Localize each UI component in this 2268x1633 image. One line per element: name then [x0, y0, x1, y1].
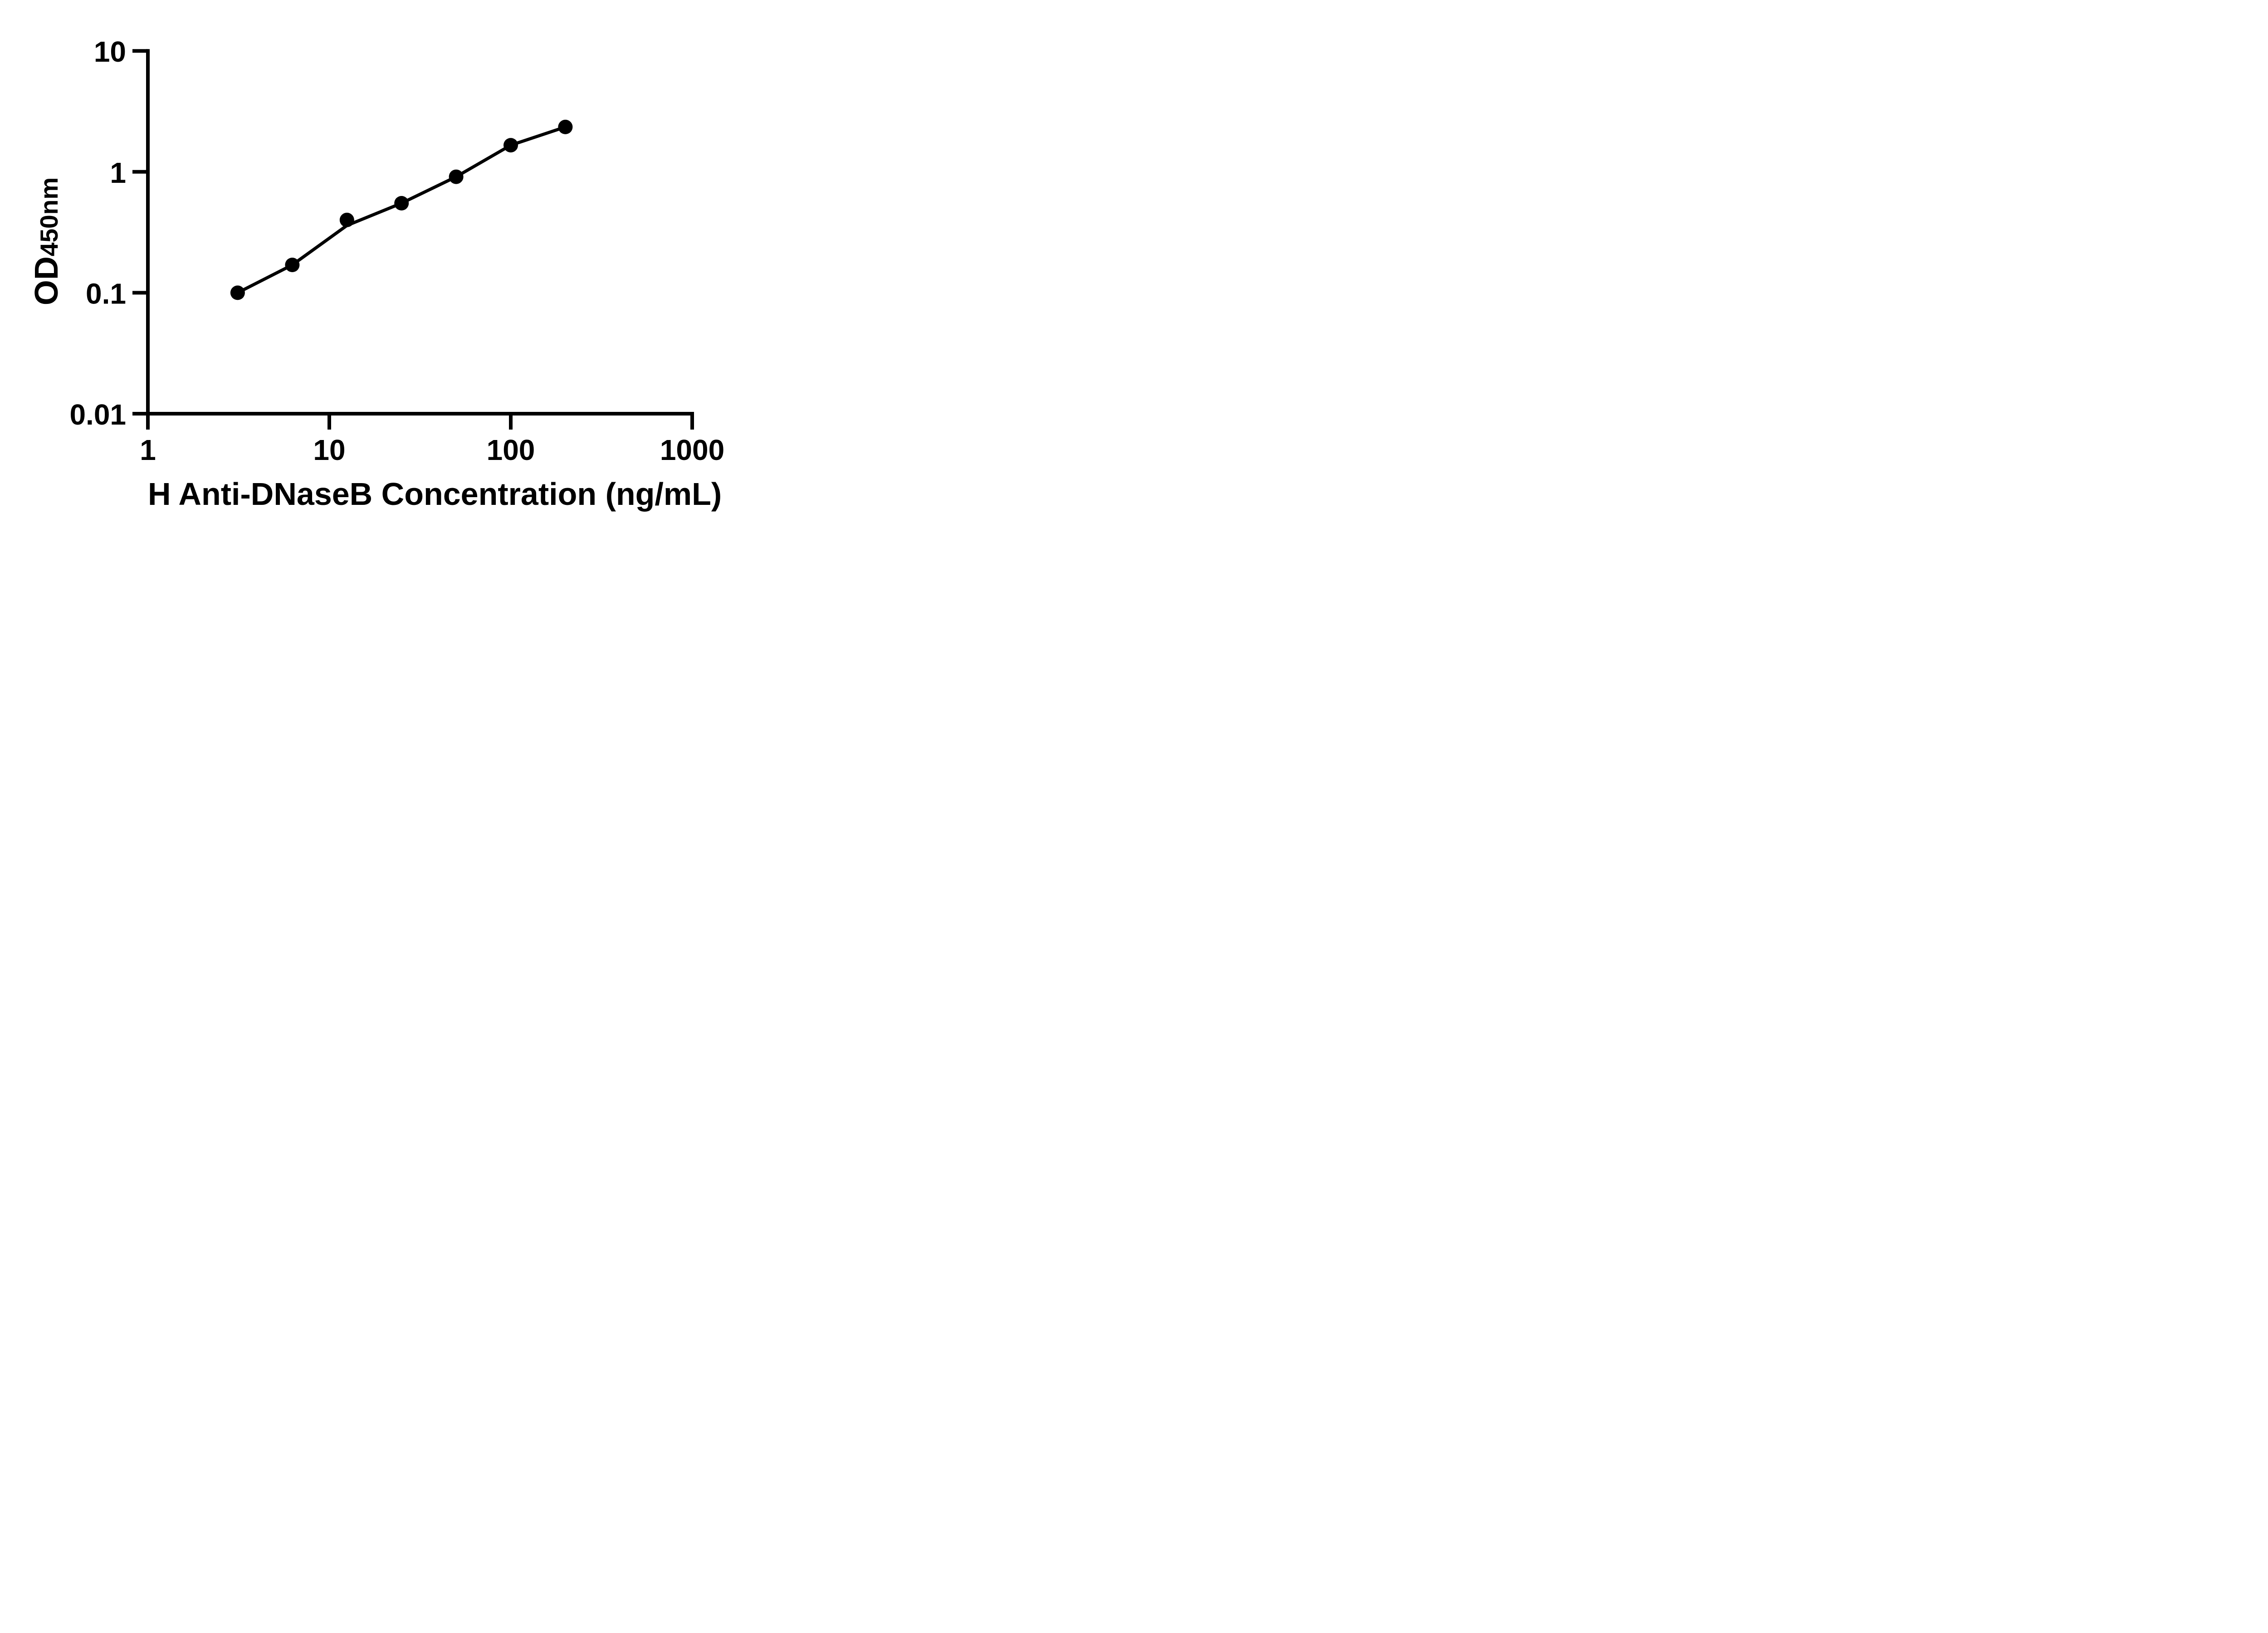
- y-tick-label-0.01: 0.01: [69, 398, 126, 431]
- data-point-100: [503, 138, 518, 153]
- elisa-standard-curve-figure: 10 1 0.1 0.01 1 10 100 1000 OD450nm H Anti-DNas…: [0, 0, 776, 544]
- y-tick-label-1: 1: [110, 156, 126, 189]
- y-tick-label-0.1: 0.1: [86, 277, 126, 310]
- x-tick-label-10: 10: [313, 434, 345, 466]
- data-point-6.25: [285, 258, 300, 272]
- y-axis-title-subscript: 450nm: [35, 177, 63, 257]
- y-axis-title: OD450nm: [29, 177, 65, 306]
- x-axis-title: H Anti-DNaseB Concentration (ng/mL): [148, 476, 722, 512]
- data-point-3.125: [230, 285, 245, 300]
- plot-area: 10 1 0.1 0.01 1 10 100 1000: [69, 35, 724, 466]
- data-point-50: [449, 169, 464, 184]
- x-tick-label-1000: 1000: [660, 434, 724, 466]
- data-point-25: [394, 196, 409, 210]
- data-point-200: [558, 119, 573, 134]
- y-tick-label-10: 10: [94, 35, 126, 68]
- x-tick-label-1: 1: [140, 434, 156, 466]
- y-axis-title-main: OD: [29, 256, 65, 306]
- data-point-12.5: [339, 212, 354, 227]
- x-tick-label-100: 100: [487, 434, 535, 466]
